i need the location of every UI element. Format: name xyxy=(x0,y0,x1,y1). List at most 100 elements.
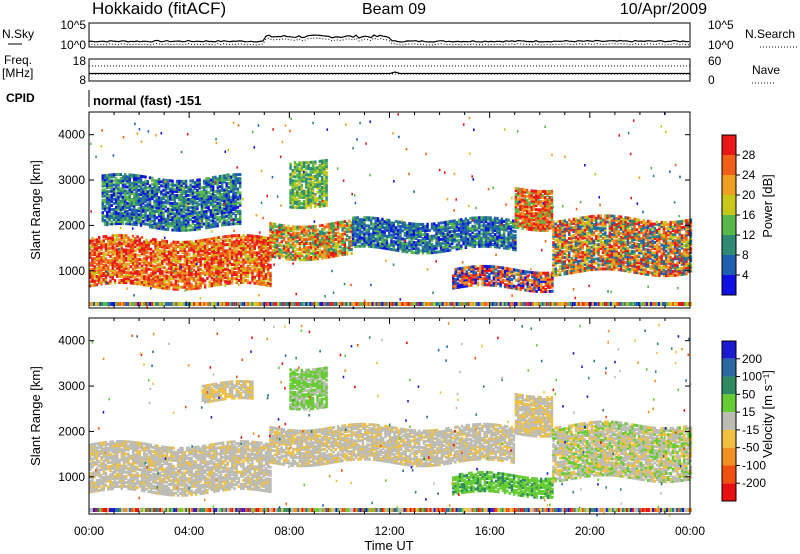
echo-cell xyxy=(314,249,317,253)
echo-cell xyxy=(496,235,499,239)
echo-cell xyxy=(579,226,582,230)
echo-cell xyxy=(583,258,587,262)
echo-cell xyxy=(369,238,373,242)
echo-cell xyxy=(628,235,632,239)
echo-cell xyxy=(484,218,488,222)
echo-cell xyxy=(376,223,380,227)
date-title: 10/Apr/2009 xyxy=(620,1,707,18)
echo-cell xyxy=(626,222,630,226)
echo-cell xyxy=(466,239,470,243)
echo-cell xyxy=(183,267,187,271)
echo-cell xyxy=(465,270,469,274)
echo-cell xyxy=(574,245,578,249)
echo-cell xyxy=(628,263,632,267)
echo-cell xyxy=(127,275,130,279)
echo-cell xyxy=(551,277,554,281)
echo-cell xyxy=(267,265,270,269)
echo-cell xyxy=(242,240,245,244)
echo-cell xyxy=(294,231,297,235)
echo-cell xyxy=(533,279,536,283)
echo-cell xyxy=(649,228,652,232)
echo-cell xyxy=(136,259,139,263)
echo-cell xyxy=(93,281,96,285)
echo-cell xyxy=(433,222,436,226)
echo-cell xyxy=(597,216,600,220)
echo-cell xyxy=(183,271,187,275)
echo-cell xyxy=(570,226,573,230)
echo-cell xyxy=(358,226,362,230)
echo-cell xyxy=(215,242,218,246)
echo-cell xyxy=(539,220,542,224)
echo-cell xyxy=(676,226,679,230)
echo-cell xyxy=(410,228,413,232)
echo-cell xyxy=(446,232,449,236)
echo-cell xyxy=(210,257,214,261)
echo-cell xyxy=(552,249,555,253)
echo-cell xyxy=(321,234,324,238)
echo-cell xyxy=(334,248,338,252)
echo-cell xyxy=(307,235,311,239)
echo-cell xyxy=(442,231,445,235)
echo-cell xyxy=(476,273,480,277)
echo-cell xyxy=(383,220,386,224)
echo-cell xyxy=(514,240,517,244)
echo-cell xyxy=(664,235,668,239)
echo-cell xyxy=(401,249,404,253)
echo-cell xyxy=(190,270,193,274)
echo-cell xyxy=(219,260,223,264)
echo-cell xyxy=(264,250,268,254)
echo-cell xyxy=(120,281,123,285)
echo-cell xyxy=(480,232,483,236)
echo-cell xyxy=(673,232,677,236)
echo-cell xyxy=(577,237,580,241)
echo-cell xyxy=(492,277,496,281)
echo-cell xyxy=(586,252,589,256)
echo-cell xyxy=(601,242,605,246)
echo-cell xyxy=(199,271,202,275)
echo-cell xyxy=(156,248,160,252)
echo-cell xyxy=(215,279,218,283)
echo-cell xyxy=(613,233,616,237)
echo-cell xyxy=(179,275,182,279)
echo-cell xyxy=(107,271,110,275)
echo-cell xyxy=(237,252,241,256)
echo-cell xyxy=(511,219,515,223)
echo-cell xyxy=(360,242,364,246)
echo-cell xyxy=(685,219,688,223)
echo-cell xyxy=(457,232,461,236)
echo-cell xyxy=(610,251,614,255)
echo-cell xyxy=(376,235,380,239)
echo-cell xyxy=(240,281,243,285)
echo-cell xyxy=(462,236,465,240)
echo-cell xyxy=(203,260,207,264)
echo-cell xyxy=(496,219,499,223)
echo-cell xyxy=(156,279,160,283)
echo-cell xyxy=(372,239,375,243)
echo-cell xyxy=(314,228,317,232)
echo-cell xyxy=(464,229,468,233)
echo-cell xyxy=(183,283,187,287)
echo-cell xyxy=(217,252,220,256)
echo-cell xyxy=(107,244,110,248)
echo-cell xyxy=(673,241,677,245)
echo-cell xyxy=(552,226,555,230)
echo-cell xyxy=(568,269,571,273)
echo-cell xyxy=(635,236,639,240)
echo-cell xyxy=(93,250,96,254)
echo-cell xyxy=(127,277,130,281)
echo-cell xyxy=(291,241,295,245)
echo-cell xyxy=(212,251,216,255)
echo-cell xyxy=(314,255,317,259)
echo-cell xyxy=(442,221,445,225)
echo-cell xyxy=(291,225,295,229)
echo-cell xyxy=(509,221,513,225)
echo-cell xyxy=(583,269,587,273)
echo-cell xyxy=(514,219,518,223)
echo-cell xyxy=(104,234,108,238)
echo-cell xyxy=(583,232,587,236)
echo-cell xyxy=(215,267,218,271)
echo-cell xyxy=(104,267,108,271)
echo-cell xyxy=(260,264,263,268)
echo-cell xyxy=(452,274,455,278)
echo-cell xyxy=(273,255,277,259)
